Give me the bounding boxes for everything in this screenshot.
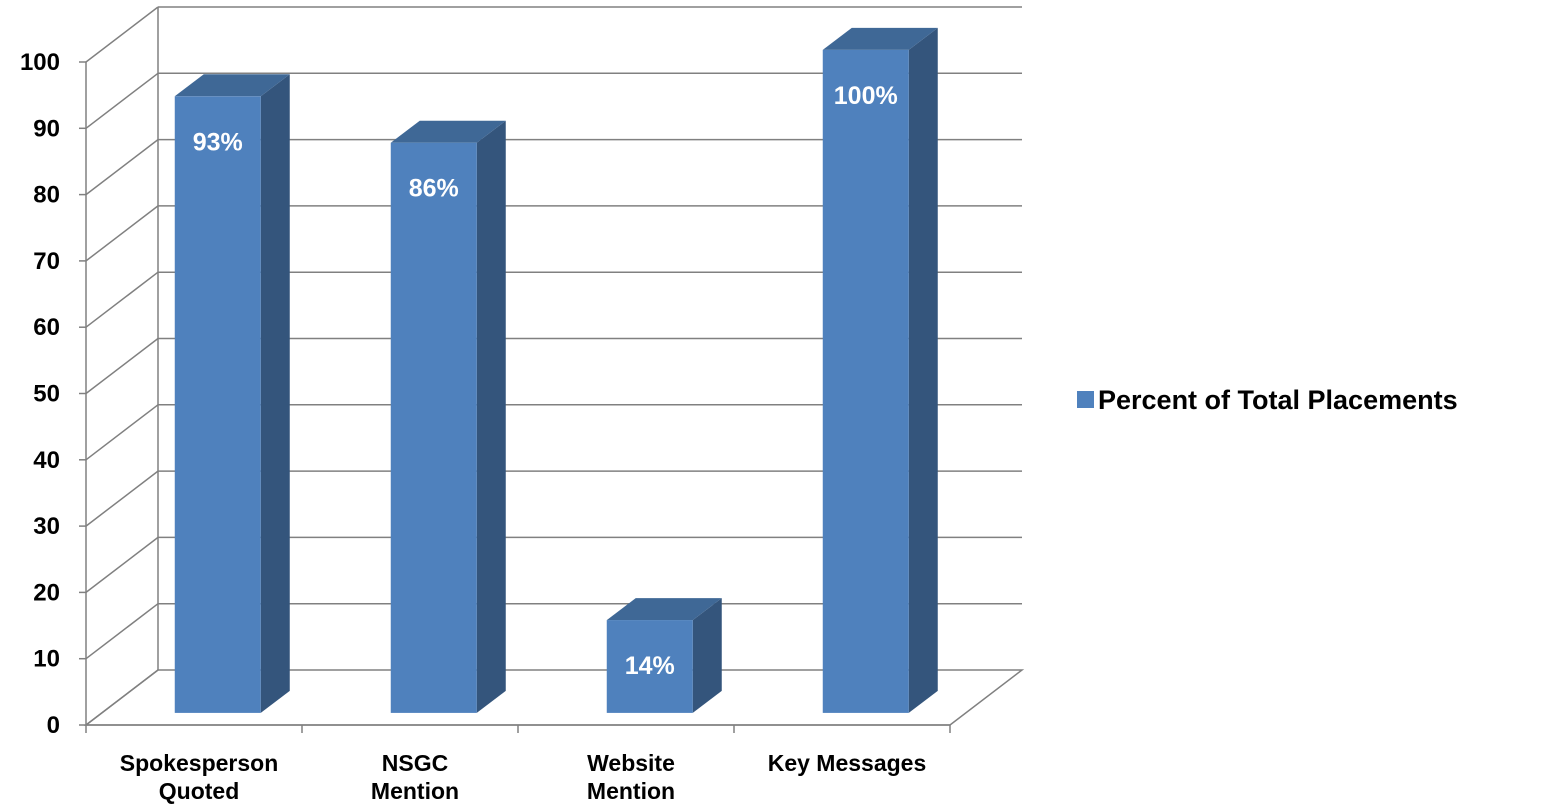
bar-front	[822, 49, 909, 713]
x-category-label-line: NSGC	[382, 750, 448, 776]
x-category-label: NSGC Mention	[371, 750, 459, 804]
gridline-side	[85, 404, 159, 461]
bar-side	[908, 27, 938, 713]
gridline-side	[85, 470, 159, 527]
y-tick-label: 90	[33, 115, 60, 142]
data-label: 100%	[834, 82, 898, 110]
y-tick-label: 40	[33, 447, 60, 474]
bar: 86%	[390, 120, 506, 713]
bar-side	[476, 120, 506, 713]
x-category-label: Key Messages	[768, 750, 927, 776]
data-label: 93%	[193, 128, 243, 156]
bar-top	[822, 27, 938, 50]
bar-front	[390, 142, 477, 713]
bar: 14%	[606, 598, 722, 713]
x-category-label: Spokesperson Quoted	[120, 750, 279, 804]
gridline-side	[85, 139, 159, 196]
bar-side	[692, 598, 722, 713]
y-tick-label: 60	[33, 314, 60, 341]
y-tick-label: 80	[33, 182, 60, 209]
gridline-side	[85, 337, 159, 395]
x-category-label: Website Mention	[587, 750, 675, 804]
y-tick-label: 50	[33, 381, 60, 408]
x-category-label-line: Key Messages	[768, 750, 927, 776]
bar-front	[174, 96, 261, 713]
x-category-label-line: Spokesperson	[120, 750, 279, 776]
x-category-label-line: Quoted	[159, 778, 240, 804]
gridline-side	[85, 603, 159, 660]
y-tick-label: 20	[33, 579, 60, 606]
gridline-side	[85, 536, 159, 593]
data-label: 86%	[409, 175, 459, 203]
bar-top	[174, 74, 290, 97]
y-tick-label: 100	[20, 49, 60, 76]
bar-side	[260, 74, 290, 713]
gridline-side	[85, 72, 159, 129]
bar-front	[606, 620, 693, 713]
gridline-side	[85, 6, 159, 63]
gridline-side	[85, 669, 159, 726]
data-label: 14%	[625, 652, 675, 680]
y-tick-label: 70	[33, 248, 60, 275]
bar-top	[606, 598, 722, 621]
gridline-side	[85, 271, 159, 328]
x-category-label-line: Mention	[587, 778, 675, 804]
legend-label: Percent of Total Placements	[1098, 385, 1458, 415]
axes	[79, 61, 951, 733]
y-tick-label: 0	[47, 712, 60, 739]
bar: 93%	[174, 74, 290, 713]
y-tick-label: 30	[33, 513, 60, 540]
bars: 93% 86% 14% 100%	[174, 27, 938, 713]
legend: Percent of Total Placements	[1077, 385, 1458, 415]
x-category-label-line: Website	[587, 750, 675, 776]
bar-top	[390, 120, 506, 143]
gridline-side	[85, 205, 159, 262]
bar: 100%	[822, 27, 938, 713]
x-category-label-line: Mention	[371, 778, 459, 804]
legend-swatch	[1077, 391, 1094, 408]
y-tick-label: 10	[33, 646, 60, 673]
y-axis-tick-labels: 0 10 20 30 40 50 60 70 80 90 100	[20, 49, 60, 739]
